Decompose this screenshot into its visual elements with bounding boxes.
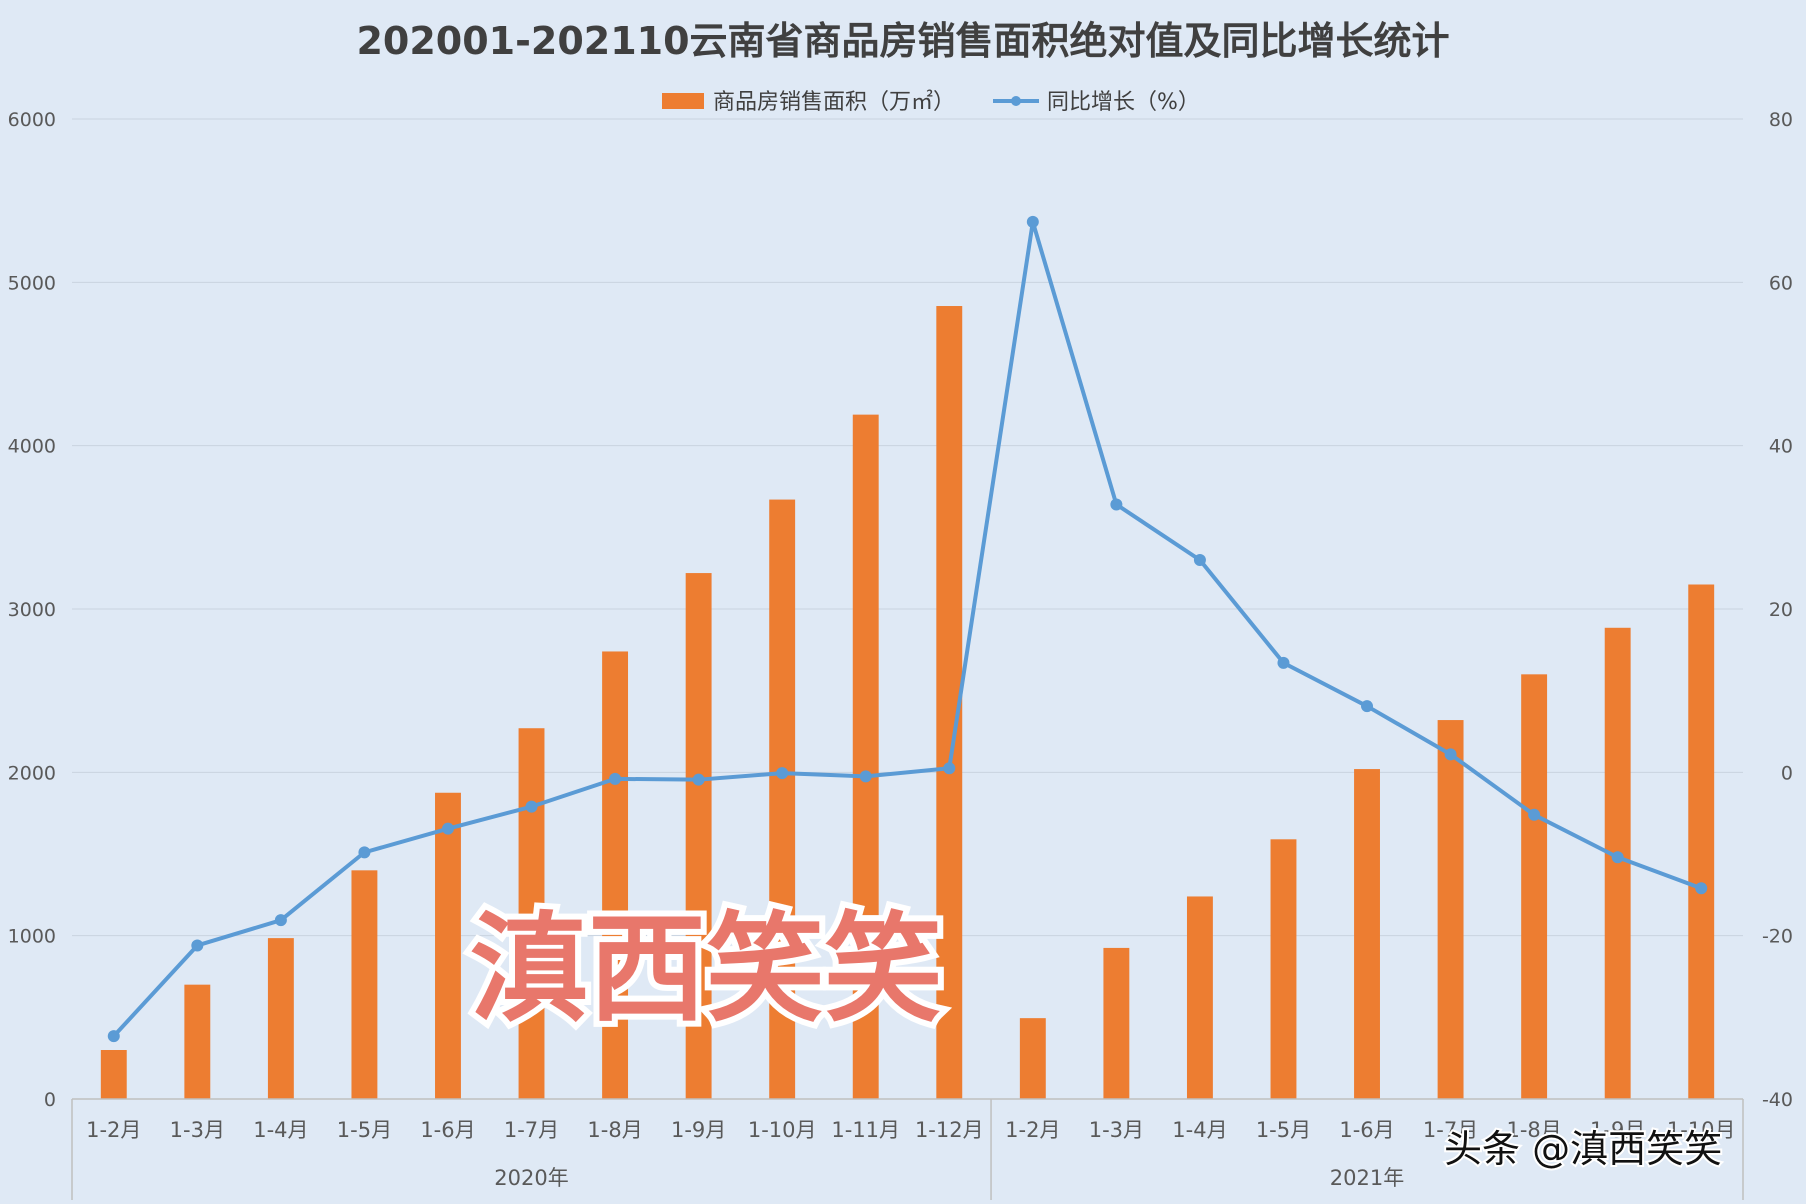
y-left-tick-label: 1000 (8, 926, 56, 948)
line-point (1361, 700, 1374, 713)
line-point (358, 846, 371, 859)
x-tick-label: 1-6月 (420, 1118, 475, 1142)
bar (435, 792, 461, 1099)
y-right-tick-label: 60 (1769, 272, 1793, 294)
x-tick-label: 1-5月 (337, 1118, 392, 1142)
x-tick-label: 1-10月 (1667, 1118, 1736, 1142)
x-tick-label: 1-3月 (170, 1118, 225, 1142)
bar (267, 938, 294, 1099)
y-right-tick-label: 40 (1769, 436, 1793, 458)
x-tick-label: 1-7月 (504, 1118, 559, 1142)
x-tick-label: 1-4月 (1172, 1118, 1227, 1142)
y-left-tick-label: 6000 (8, 109, 56, 131)
bar (1604, 627, 1631, 1099)
bar (1521, 674, 1548, 1099)
growth-line (112, 219, 1702, 1038)
x-tick-label: 1-7月 (1423, 1118, 1478, 1142)
y-left-tick-label: 4000 (8, 436, 56, 458)
legend-line-marker (1011, 96, 1021, 106)
chart-title: 202001-202110云南省商品房销售面积绝对值及同比增长统计 (356, 19, 1449, 63)
bar (1354, 769, 1380, 1099)
x-tick-label: 1-5月 (1256, 1118, 1311, 1142)
line-point (1110, 498, 1123, 511)
y-right-tick-label: -20 (1762, 926, 1793, 948)
line-point (191, 939, 204, 952)
x-tick-label: 1-9月 (671, 1118, 726, 1142)
bar (602, 651, 629, 1099)
line-point (1026, 215, 1039, 228)
y-left-tick-label: 2000 (8, 762, 56, 784)
bar (518, 728, 545, 1099)
axes: 0 1000 2000 3000 4000 5000 6000 -40 -20 0 20 40 60 80… (8, 109, 1793, 1200)
y-right-tick-label: 20 (1769, 599, 1793, 621)
x-tick-label: 1-12月 (915, 1118, 984, 1142)
line-point (1611, 851, 1624, 864)
line-point (859, 770, 872, 783)
line-series (107, 215, 1708, 1043)
legend: 商品房销售面积（万㎡） 同比增长（%） (662, 89, 1200, 115)
bar (351, 870, 378, 1099)
bar (685, 573, 712, 1099)
legend-bar-swatch (662, 93, 704, 109)
x-tick-label: 1-3月 (1089, 1118, 1144, 1142)
y-right-tick-label: 0 (1781, 762, 1793, 784)
line-point (943, 762, 956, 775)
y-left-tick-label: 5000 (8, 272, 56, 294)
watermark-corner: 头条 @滇西笑笑 (1444, 1127, 1722, 1171)
bar (1270, 839, 1297, 1099)
watermark-center: 滇西笑笑 (470, 900, 942, 1038)
line-point (692, 773, 705, 786)
line-point (441, 822, 454, 835)
x-tick-label: 1-4月 (253, 1118, 308, 1142)
x-tick-label: 1-11月 (831, 1118, 900, 1142)
bar (184, 984, 211, 1099)
line-point (525, 800, 538, 813)
line-point (1444, 748, 1457, 761)
x-tick-label: 1-10月 (748, 1118, 817, 1142)
x-tick-label: 1-6月 (1339, 1118, 1394, 1142)
bar (1186, 896, 1213, 1099)
bar (1103, 947, 1130, 1099)
line-point (1193, 554, 1206, 566)
bar (100, 1050, 127, 1099)
line-point (1695, 882, 1708, 895)
bar (1688, 584, 1715, 1099)
y-left-tick-label: 0 (44, 1089, 56, 1111)
bar (852, 414, 879, 1100)
x-group-label: 2021年 (1330, 1166, 1404, 1190)
x-tick-label: 1-8月 (1506, 1118, 1561, 1142)
x-tick-label: 1-8月 (587, 1118, 642, 1142)
x-tick-label: 1-9月 (1590, 1118, 1645, 1142)
line-point (274, 914, 287, 927)
y-right-tick-label: -40 (1762, 1089, 1793, 1111)
line-point (1528, 808, 1541, 821)
x-group-label: 2020年 (494, 1166, 568, 1190)
bar-series (100, 306, 1715, 1100)
legend-bar-label: 商品房销售面积（万㎡） (713, 89, 955, 115)
bar (1437, 720, 1464, 1099)
x-tick-label: 1-2月 (1005, 1118, 1060, 1142)
line-point (776, 767, 789, 780)
line-point (1277, 656, 1290, 669)
y-right-tick-label: 80 (1769, 109, 1793, 131)
line-point (609, 772, 622, 785)
bar (1019, 1018, 1046, 1099)
line-point (107, 1030, 120, 1043)
bar (769, 499, 796, 1100)
x-tick-label: 1-2月 (86, 1118, 141, 1142)
gridlines (72, 118, 1743, 937)
legend-line-label: 同比增长（%） (1047, 90, 1200, 115)
y-left-tick-label: 3000 (8, 599, 56, 621)
